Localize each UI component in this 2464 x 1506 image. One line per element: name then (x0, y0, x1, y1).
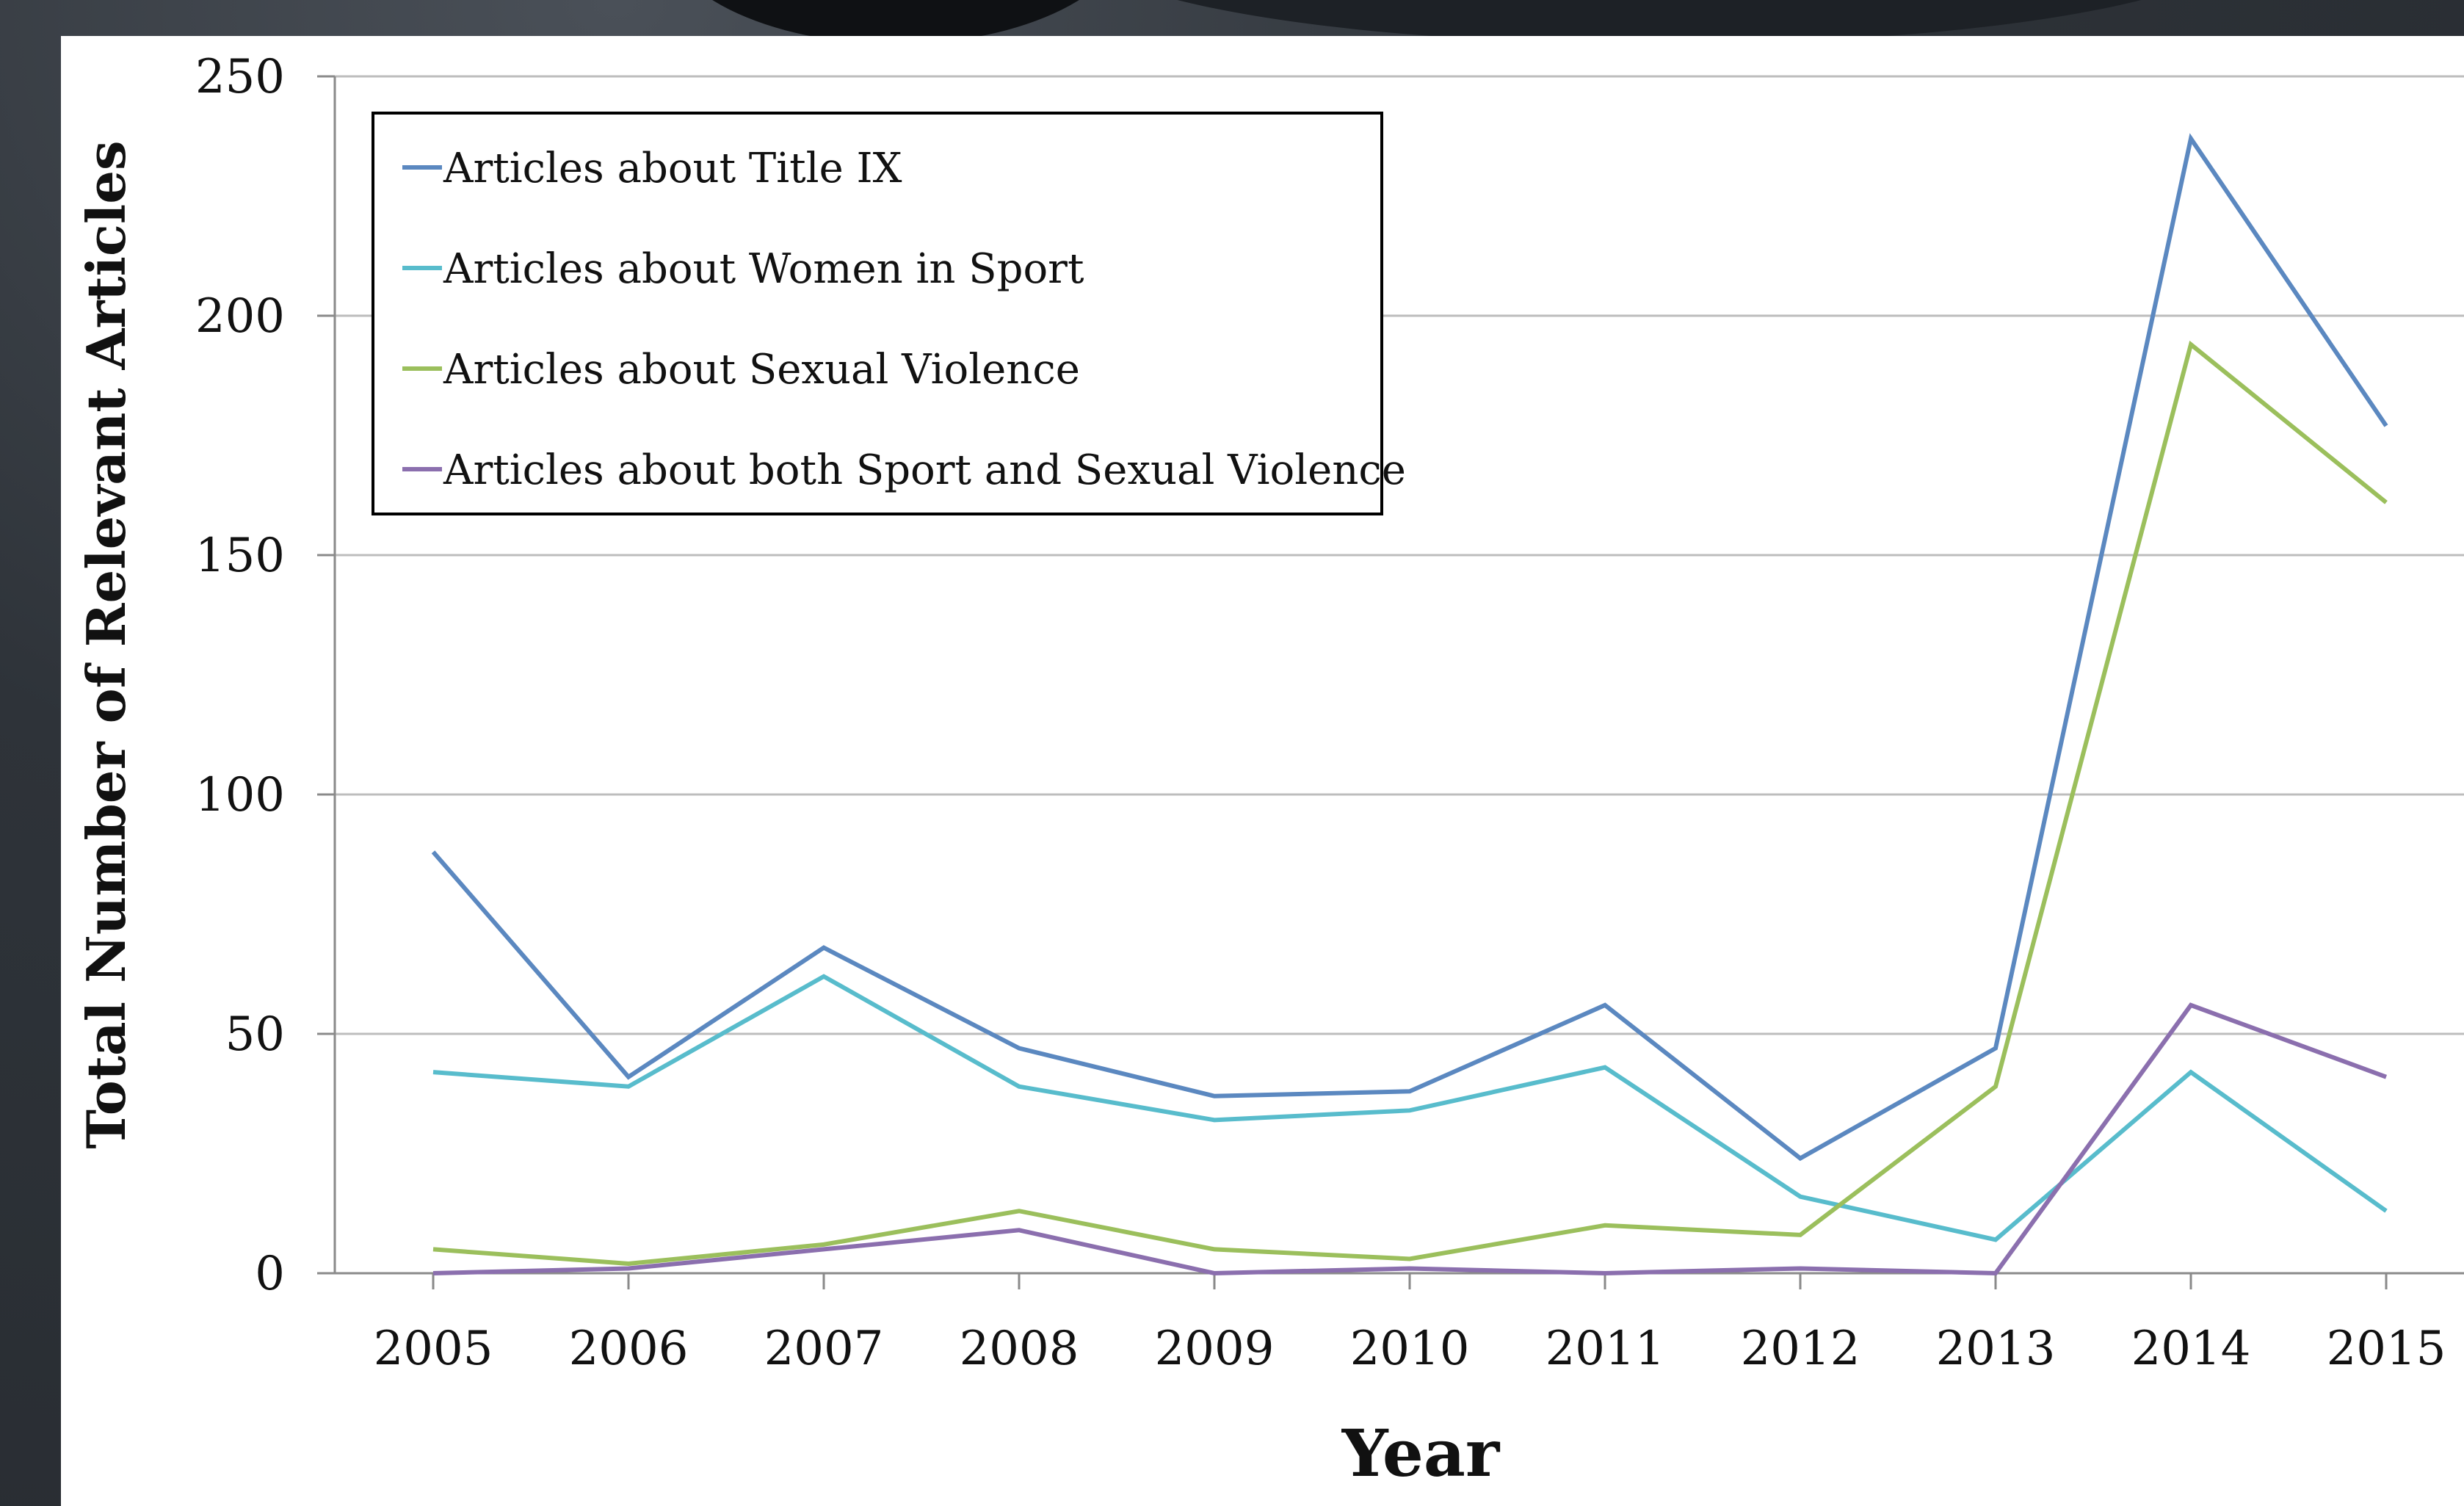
series-line-2 (432, 974, 2388, 1242)
y-tick-label: 250 (195, 50, 285, 104)
x-tick-label: 2007 (764, 1322, 884, 1376)
y-tick-label: 150 (195, 529, 285, 583)
series-line-4 (432, 1002, 2388, 1276)
series-line-3 (432, 340, 2388, 1266)
legend-box (372, 112, 1383, 515)
y-tick-labels: 0 50 100 150 200 250 (195, 50, 285, 1301)
x-tick-label: 2008 (960, 1322, 1079, 1376)
legend: Articles about Title IX Articles about Wo… (372, 112, 1406, 515)
x-tick-label: 2010 (1350, 1322, 1470, 1376)
x-tick-label: 2011 (1546, 1322, 1665, 1376)
y-tick-label: 200 (195, 289, 285, 344)
x-tick-label: 2013 (1936, 1322, 2056, 1376)
x-tick-label: 2005 (374, 1322, 493, 1376)
gridlines (335, 75, 2464, 1035)
x-tick-label: 2012 (1741, 1322, 1860, 1376)
series-line-1 (431, 133, 2388, 1162)
legend-label: Articles about both Sport and Sexual Vio… (443, 446, 1406, 494)
series-lines (431, 133, 2388, 1276)
x-tick-label: 2014 (2131, 1322, 2251, 1376)
legend-label: Articles about Women in Sport (443, 245, 1084, 293)
x-tick-labels: 2005 2006 2007 2008 2009 2010 2011 2012 2013 2014… (374, 1322, 2446, 1376)
legend-label: Articles about Title IX (443, 145, 902, 192)
axes (317, 75, 2464, 1289)
legend-label: Articles about Sexual Violence (443, 346, 1080, 394)
x-axis-title: Year (1341, 1415, 1501, 1491)
x-tick-label: 2015 (2327, 1322, 2446, 1376)
y-tick-label: 50 (225, 1007, 285, 1062)
x-tick-label: 2006 (569, 1322, 689, 1376)
y-axis-title: Total Number of Relevant Articles (75, 140, 137, 1148)
y-tick-label: 0 (255, 1247, 285, 1301)
x-tick-label: 2009 (1155, 1322, 1275, 1376)
y-tick-label: 100 (195, 768, 285, 822)
